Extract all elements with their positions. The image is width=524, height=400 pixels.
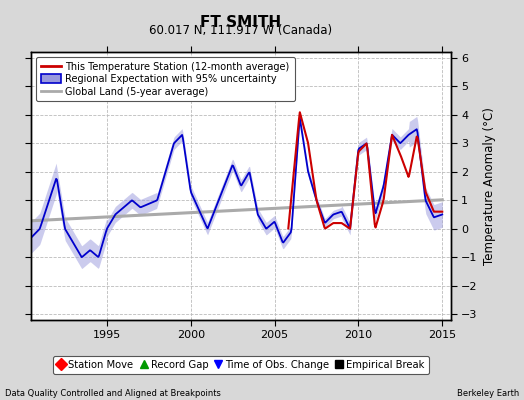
Text: Berkeley Earth: Berkeley Earth xyxy=(456,389,519,398)
Y-axis label: Temperature Anomaly (°C): Temperature Anomaly (°C) xyxy=(483,107,496,265)
Title: FT SMITH: FT SMITH xyxy=(201,15,281,30)
Legend: Station Move, Record Gap, Time of Obs. Change, Empirical Break: Station Move, Record Gap, Time of Obs. C… xyxy=(53,356,429,374)
Text: Data Quality Controlled and Aligned at Breakpoints: Data Quality Controlled and Aligned at B… xyxy=(5,389,221,398)
Text: 60.017 N, 111.917 W (Canada): 60.017 N, 111.917 W (Canada) xyxy=(149,24,333,37)
